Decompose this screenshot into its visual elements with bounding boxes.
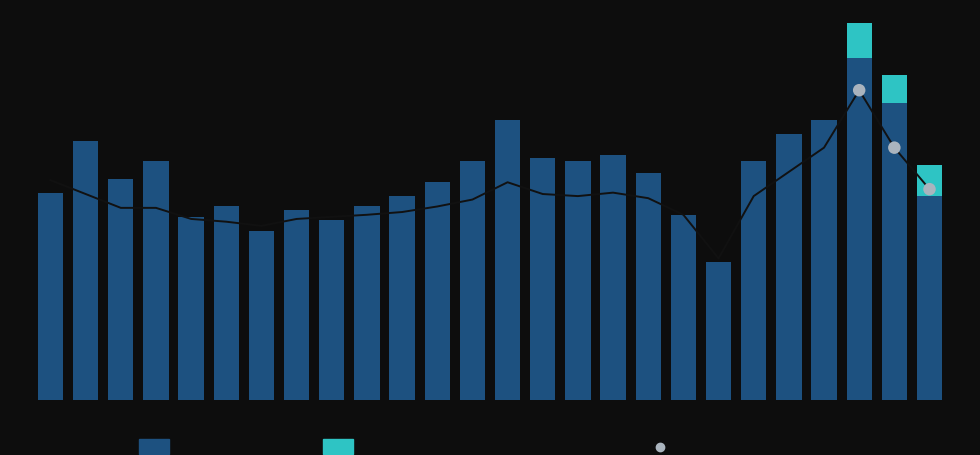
Bar xyxy=(38,193,63,400)
Bar xyxy=(143,162,169,400)
Bar xyxy=(670,215,696,400)
Bar xyxy=(636,174,661,400)
Bar xyxy=(355,207,379,400)
Bar xyxy=(847,24,872,59)
Point xyxy=(921,186,937,193)
Bar xyxy=(706,262,731,400)
Bar xyxy=(917,166,942,197)
Bar xyxy=(284,211,310,400)
Bar xyxy=(214,207,239,400)
Bar xyxy=(495,121,520,400)
Bar xyxy=(565,162,591,400)
Bar xyxy=(882,76,907,103)
Point xyxy=(887,145,903,152)
FancyBboxPatch shape xyxy=(139,440,169,454)
Bar xyxy=(776,135,802,400)
Bar xyxy=(424,183,450,400)
Bar xyxy=(811,121,837,400)
Bar xyxy=(601,155,625,400)
Bar xyxy=(741,162,766,400)
Bar xyxy=(847,59,872,400)
Bar xyxy=(530,159,556,400)
Bar xyxy=(249,231,274,400)
Bar xyxy=(389,197,415,400)
Bar xyxy=(917,197,942,400)
Bar xyxy=(460,162,485,400)
FancyBboxPatch shape xyxy=(323,440,353,454)
Bar xyxy=(108,179,133,400)
Bar xyxy=(882,103,907,400)
Bar xyxy=(73,142,98,400)
Bar xyxy=(178,217,204,400)
Bar xyxy=(319,221,344,400)
Point xyxy=(852,87,867,95)
